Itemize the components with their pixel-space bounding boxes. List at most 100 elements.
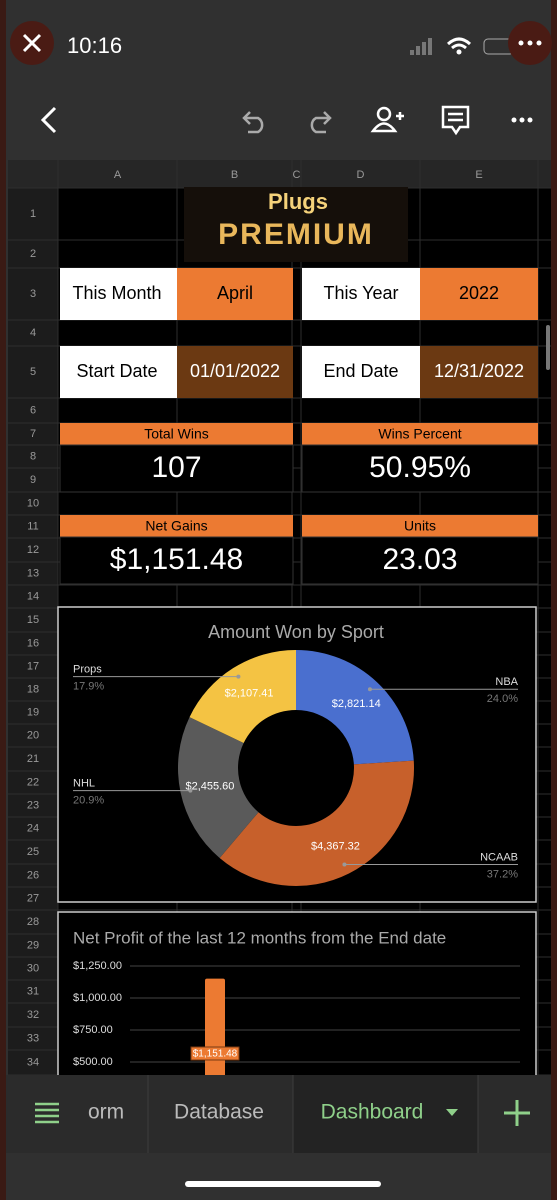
redo-button[interactable] [310,111,332,134]
cell-text: 2022 [459,283,499,303]
row-label: 28 [27,916,39,928]
data-label: $1,151.48 [193,1049,238,1060]
stat-value: 107 [151,451,201,484]
stat-box [59,444,294,493]
frame-edge [551,0,557,1200]
slice-percent: 37.2% [487,868,518,880]
back-button[interactable] [40,106,57,134]
stat-box [301,536,539,585]
row-label: 4 [30,327,36,339]
tab[interactable]: Database [174,1101,264,1124]
pie-slice [178,717,259,858]
time: 10:16 [67,33,122,58]
pie-slice [296,650,414,765]
data-label-box [190,1046,240,1061]
column-label: D [357,169,365,181]
stat-box [59,536,294,585]
row-label: 24 [27,822,39,834]
cell-text: This Month [72,283,161,303]
row-label: 25 [27,846,39,858]
menu-button[interactable] [511,117,533,123]
slice-name: NHL [73,777,95,789]
row-label: 18 [27,683,39,695]
column-label: A [114,169,122,181]
row-label: 22 [27,776,39,788]
slice-data-label: $2,455.60 [185,780,234,792]
pie-slice [189,650,296,743]
sheets-menu[interactable] [35,1102,59,1124]
row-label: 9 [30,474,36,486]
row-label: 3 [30,288,36,300]
logo-text: PREMIUM [218,218,374,251]
tab-dropdown[interactable] [446,1109,458,1116]
cell[interactable] [420,268,538,320]
row-label: 23 [27,799,39,811]
row-label: 33 [27,1032,39,1044]
y-tick-label: $1,000.00 [73,992,122,1004]
slice-data-label: $2,821.14 [332,698,381,710]
stat-header [60,515,293,537]
slice-name: NCAAB [480,851,518,863]
column-label: E [475,169,482,181]
row-label: 31 [27,985,39,997]
chart-title: Amount Won by Sport [208,622,384,642]
add-sheet[interactable] [504,1100,530,1126]
slice-name: Props [73,664,102,676]
cell[interactable] [60,268,177,320]
y-tick-label: $500.00 [73,1056,113,1068]
row-label: 15 [27,614,39,626]
row-label: 14 [27,590,39,602]
signal [410,38,432,55]
leader-dot [236,674,241,679]
cell[interactable] [302,346,420,398]
share-button[interactable] [370,106,404,133]
column-label: B [231,169,238,181]
tab[interactable]: orm [88,1101,124,1124]
undo-button[interactable] [242,111,264,134]
row-label: 11 [27,520,38,532]
slice-percent: 20.9% [73,794,104,806]
cell-text: End Date [323,361,398,381]
row-label: 10 [27,497,39,509]
stat-label: Wins Percent [378,426,461,442]
tab[interactable]: Dashboard [321,1101,424,1124]
cell-text: This Year [323,283,398,303]
stat-label: Net Gains [145,518,207,534]
cell[interactable] [302,268,420,320]
slice-percent: 24.0% [487,693,518,705]
cell[interactable] [420,346,538,398]
y-tick-label: $1,250.00 [73,960,122,972]
cell-text: April [217,283,253,303]
active-tab [293,1075,478,1153]
stat-label: Total Wins [144,426,209,442]
row-label: 2 [30,248,36,260]
pie-slice [219,760,414,886]
stat-header [60,423,293,445]
home-indicator [185,1181,381,1187]
cell[interactable] [177,268,293,320]
row-label: 1 [30,208,36,220]
logo [184,187,408,262]
chart-title: Net Profit of the last 12 months from th… [73,928,446,947]
row-label: 17 [27,660,39,672]
row-label: 6 [30,404,36,416]
close-icon [22,33,42,53]
cell-text: 01/01/2022 [190,361,280,381]
scrollbar[interactable] [546,325,550,370]
wifi [456,49,462,55]
row-label: 26 [27,869,39,881]
row-label: 29 [27,939,39,951]
stat-value: 23.03 [382,543,457,576]
cell-text: Start Date [76,361,157,381]
slice-percent: 17.9% [73,681,104,693]
leader-dot [342,862,347,867]
stat-header [302,423,538,445]
row-label: 34 [27,1056,39,1068]
row-label: 7 [30,428,36,440]
cell[interactable] [177,346,293,398]
cell[interactable] [60,346,177,398]
comment-button[interactable] [441,105,470,136]
wifi [446,37,472,50]
